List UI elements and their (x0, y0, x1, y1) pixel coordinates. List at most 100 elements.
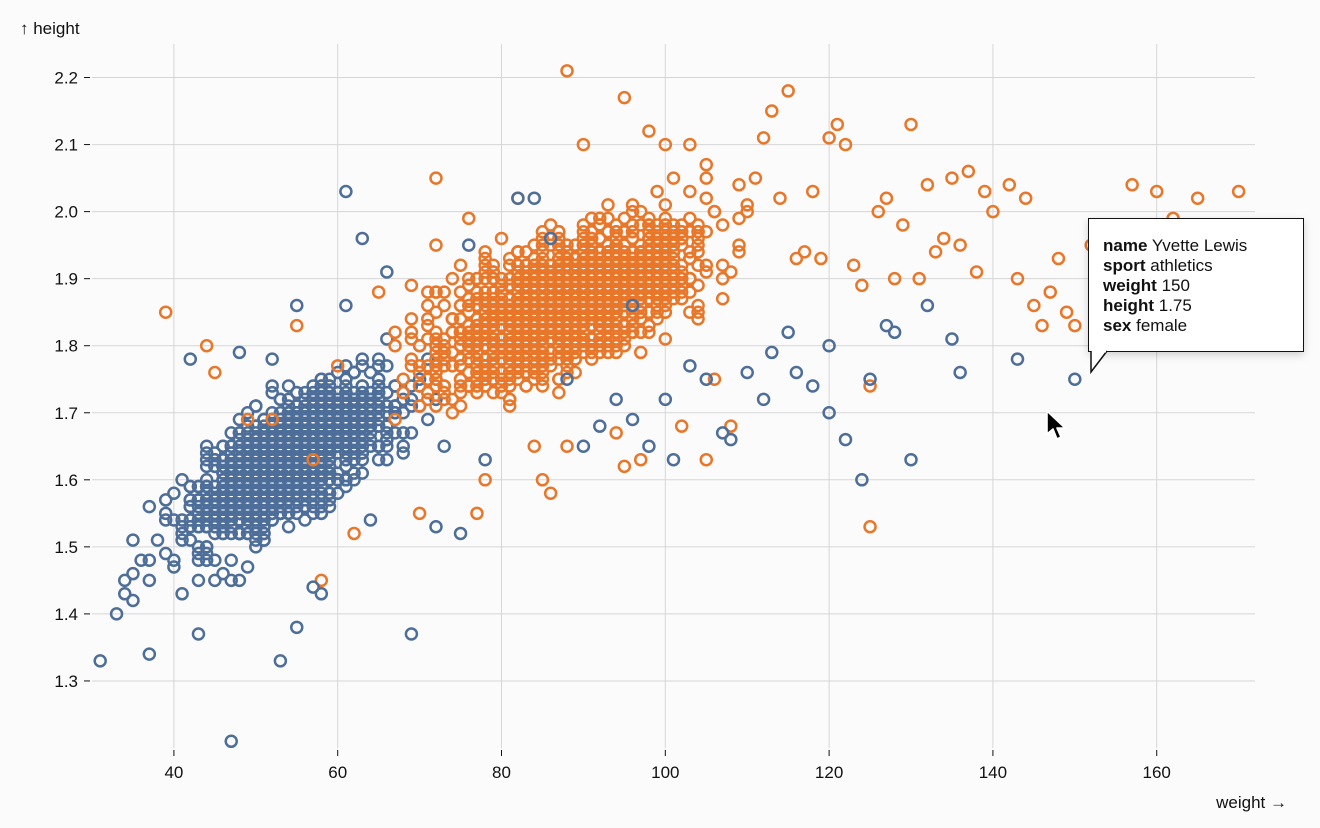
data-point-male[interactable] (560, 265, 574, 279)
data-point-male[interactable] (486, 332, 501, 346)
data-point-female[interactable] (306, 379, 320, 393)
data-point-male[interactable] (486, 318, 501, 333)
data-point-male[interactable] (543, 359, 558, 373)
data-point-male[interactable] (535, 278, 550, 293)
data-point-male[interactable] (552, 251, 566, 266)
data-point-male[interactable] (478, 359, 492, 373)
data-point-female[interactable] (363, 419, 378, 433)
data-point-male[interactable] (683, 285, 697, 299)
data-point-female[interactable] (298, 493, 312, 507)
data-point-male[interactable] (650, 278, 664, 293)
data-point-female[interactable] (437, 439, 451, 454)
data-point-male[interactable] (552, 338, 566, 353)
data-point-male[interactable] (724, 419, 738, 433)
data-point-female[interactable] (191, 573, 206, 588)
data-point-male[interactable] (511, 245, 525, 259)
data-point-male[interactable] (633, 452, 648, 467)
data-point-male[interactable] (593, 258, 607, 273)
data-point-male[interactable] (470, 325, 484, 340)
data-point-female[interactable] (273, 459, 288, 474)
data-point-male[interactable] (658, 218, 673, 232)
data-point-female[interactable] (363, 426, 378, 440)
data-point-male[interactable] (421, 332, 435, 346)
data-point-male[interactable] (633, 345, 648, 360)
data-point-female[interactable] (240, 439, 255, 454)
data-point-female[interactable] (322, 412, 337, 427)
data-point-male[interactable] (633, 238, 648, 252)
data-point-male[interactable] (527, 251, 542, 266)
data-point-male[interactable] (478, 473, 492, 487)
data-point-male[interactable] (502, 258, 517, 273)
data-point-female[interactable] (290, 406, 304, 420)
data-point-female[interactable] (142, 499, 157, 514)
data-point-female[interactable] (404, 627, 419, 641)
data-point-female[interactable] (388, 379, 402, 393)
data-point-male[interactable] (437, 379, 451, 393)
data-point-male[interactable] (486, 271, 501, 286)
data-point-female[interactable] (175, 587, 189, 601)
data-point-male[interactable] (486, 345, 501, 360)
data-point-male[interactable] (502, 325, 517, 340)
data-point-male[interactable] (535, 379, 550, 393)
data-point-female[interactable] (281, 432, 296, 447)
data-point-female[interactable] (265, 406, 279, 420)
data-point-male[interactable] (576, 278, 591, 293)
data-point-female[interactable] (232, 466, 247, 480)
data-point-male[interactable] (576, 318, 591, 333)
data-point-female[interactable] (298, 473, 312, 487)
data-point-male[interactable] (658, 211, 673, 226)
data-point-male[interactable] (478, 338, 492, 353)
data-point-female[interactable] (290, 506, 304, 521)
data-point-male[interactable] (519, 245, 533, 259)
data-point-male[interactable] (552, 238, 566, 252)
data-point-male[interactable] (445, 392, 460, 407)
data-point-male[interactable] (863, 379, 877, 393)
data-point-male[interactable] (445, 271, 460, 286)
data-point-male[interactable] (519, 271, 533, 286)
data-point-female[interactable] (355, 419, 370, 433)
data-point-female[interactable] (330, 412, 345, 427)
data-point-male[interactable] (478, 258, 492, 273)
data-point-female[interactable] (273, 412, 288, 427)
data-point-male[interactable] (412, 338, 427, 353)
data-point-male[interactable] (625, 198, 640, 212)
data-point-female[interactable] (339, 426, 353, 440)
data-point-female[interactable] (347, 452, 361, 467)
data-point-female[interactable] (281, 379, 296, 393)
data-point-female[interactable] (314, 385, 329, 400)
data-point-male[interactable] (511, 325, 525, 340)
data-point-female[interactable] (240, 473, 255, 487)
data-point-male[interactable] (576, 332, 591, 346)
data-point-female[interactable] (298, 479, 312, 494)
data-point-male[interactable] (511, 372, 525, 386)
data-point-female[interactable] (265, 513, 279, 527)
data-point-female[interactable] (265, 493, 279, 507)
data-point-female[interactable] (822, 338, 836, 353)
data-point-male[interactable] (543, 278, 558, 293)
data-point-female[interactable] (330, 365, 345, 380)
data-point-male[interactable] (617, 265, 632, 279)
data-point-female[interactable] (232, 446, 247, 460)
data-point-male[interactable] (568, 292, 582, 306)
data-point-male[interactable] (486, 372, 501, 386)
data-point-male[interactable] (486, 338, 501, 353)
data-point-male[interactable] (527, 345, 542, 360)
data-point-female[interactable] (404, 379, 419, 393)
data-point-female[interactable] (240, 459, 255, 474)
data-point-male[interactable] (502, 392, 517, 407)
data-point-female[interactable] (281, 392, 296, 407)
data-point-male[interactable] (478, 285, 492, 299)
data-point-male[interactable] (650, 292, 664, 306)
data-point-female[interactable] (175, 473, 189, 487)
data-point-female[interactable] (249, 419, 263, 433)
data-point-male[interactable] (494, 352, 509, 366)
data-point-female[interactable] (724, 432, 738, 447)
data-point-female[interactable] (249, 526, 263, 541)
data-point-female[interactable] (191, 506, 206, 521)
data-point-male[interactable] (502, 399, 517, 413)
data-point-female[interactable] (314, 392, 329, 407)
data-point-female[interactable] (306, 392, 320, 407)
data-point-male[interactable] (535, 305, 550, 319)
data-point-female[interactable] (330, 406, 345, 420)
data-point-male[interactable] (625, 312, 640, 326)
